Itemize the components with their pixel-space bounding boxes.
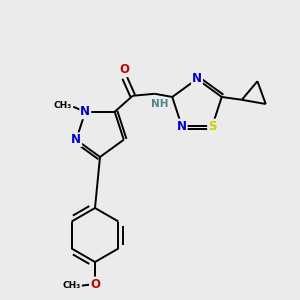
Text: N: N <box>80 105 90 118</box>
Text: NH: NH <box>151 99 168 109</box>
Text: S: S <box>208 119 217 133</box>
Text: CH₃: CH₃ <box>53 101 71 110</box>
Text: O: O <box>90 278 100 290</box>
Text: N: N <box>192 73 202 85</box>
Text: O: O <box>120 63 130 76</box>
Text: N: N <box>71 133 81 146</box>
Text: N: N <box>177 119 187 133</box>
Text: CH₃: CH₃ <box>63 281 81 290</box>
